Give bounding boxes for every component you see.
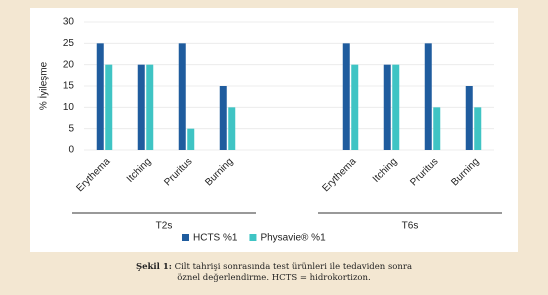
- x-tick-label: Erythema: [320, 156, 358, 194]
- bar: [474, 107, 482, 150]
- y-tick-label: 5: [68, 123, 74, 134]
- bar: [137, 64, 145, 150]
- bar: [228, 107, 236, 150]
- bar: [433, 107, 441, 150]
- caption-label: Şekil 1:: [135, 262, 172, 272]
- caption: Şekil 1: Cilt tahrişi sonrasında test ür…: [0, 262, 548, 284]
- legend-label: Physavie® %1: [260, 233, 326, 244]
- bar: [219, 86, 227, 150]
- bar: [105, 64, 113, 150]
- legend-swatch: [249, 234, 257, 241]
- x-tick-label: Itching: [371, 156, 400, 185]
- x-tick-label: Itching: [125, 156, 154, 185]
- caption-text: Cilt tahrişi sonrasında test ürünleri il…: [174, 262, 413, 283]
- bar: [342, 43, 350, 151]
- group-label: T2s: [156, 221, 173, 232]
- bar: [351, 64, 359, 150]
- x-tick-label: Burning: [449, 156, 481, 188]
- y-tick-label: 30: [63, 17, 75, 28]
- bar: [187, 128, 195, 150]
- y-axis-label: % İyileşme: [37, 61, 50, 110]
- chart: % İyileşme 0 5 10 15 20 25 30 Erythema Itching Pr…: [37, 17, 502, 244]
- caption-box: Şekil 1: Cilt tahrişi sonrasında test ür…: [129, 262, 419, 284]
- legend-label: HCTS %1: [193, 233, 238, 244]
- bar: [392, 64, 400, 150]
- legend-swatch: [182, 234, 189, 241]
- bar: [178, 43, 186, 151]
- x-tick-label: Pruritus: [162, 156, 194, 188]
- y-tick-label: 0: [68, 145, 74, 156]
- y-tick-label: 25: [63, 38, 75, 49]
- x-tick-label: Burning: [203, 156, 235, 188]
- y-tick-label: 15: [63, 81, 75, 92]
- bar: [383, 64, 391, 150]
- bar: [96, 43, 104, 151]
- x-tick-label: Pruritus: [408, 156, 440, 188]
- y-tick-label: 20: [63, 59, 75, 70]
- chart-panel: % İyileşme 0 5 10 15 20 25 30 Erythema Itching Pr…: [30, 8, 518, 252]
- group-label: T6s: [402, 221, 419, 232]
- bar: [465, 86, 473, 150]
- y-tick-label: 10: [63, 102, 75, 113]
- bar: [424, 43, 432, 151]
- bar: [146, 64, 154, 150]
- x-tick-label: Erythema: [74, 156, 112, 194]
